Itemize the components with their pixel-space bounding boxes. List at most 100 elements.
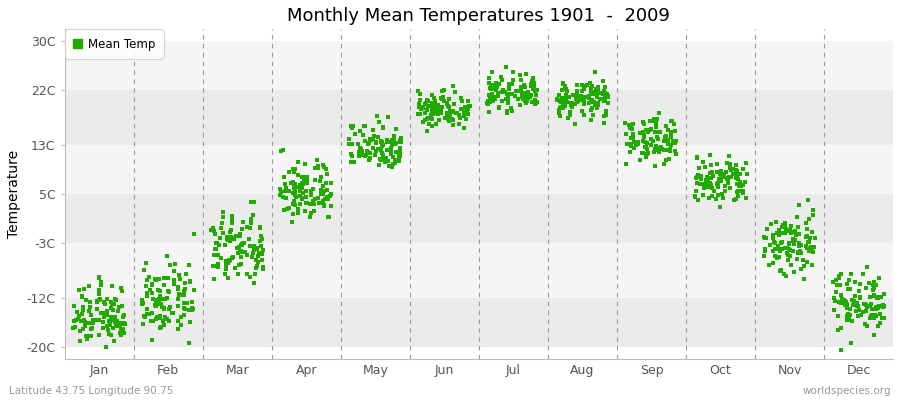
Point: [714, 178, 728, 184]
Point: [840, 300, 854, 307]
Point: [484, 86, 499, 92]
Point: [439, 111, 454, 118]
Point: [371, 146, 385, 152]
Point: [360, 148, 374, 154]
Point: [212, 252, 226, 258]
Point: [243, 242, 257, 249]
Point: [161, 275, 176, 281]
Point: [596, 91, 610, 98]
Point: [804, 244, 818, 250]
Point: [516, 94, 530, 100]
Point: [550, 96, 564, 102]
Point: [852, 281, 867, 287]
Point: [668, 140, 682, 146]
Point: [589, 69, 603, 76]
Point: [665, 118, 680, 124]
Point: [626, 134, 640, 141]
Point: [862, 280, 877, 286]
Point: [414, 106, 428, 112]
Point: [770, 230, 785, 236]
Point: [82, 320, 96, 327]
Point: [724, 165, 738, 172]
Point: [850, 312, 865, 319]
Point: [211, 263, 225, 270]
Point: [298, 208, 312, 214]
Point: [666, 138, 680, 144]
Point: [581, 92, 596, 99]
Point: [863, 302, 878, 309]
Point: [461, 104, 475, 110]
Point: [735, 182, 750, 188]
Point: [449, 110, 464, 116]
Point: [273, 186, 287, 192]
Point: [729, 196, 743, 202]
Point: [319, 180, 333, 186]
Point: [300, 174, 314, 180]
Point: [491, 93, 506, 100]
Point: [411, 100, 426, 107]
Point: [320, 187, 334, 194]
Point: [657, 161, 671, 168]
Point: [239, 224, 254, 231]
Point: [661, 126, 675, 133]
Point: [140, 292, 154, 299]
Point: [868, 304, 883, 310]
Point: [382, 163, 396, 169]
Point: [92, 291, 106, 298]
Point: [161, 318, 176, 324]
Point: [777, 271, 791, 277]
Point: [112, 323, 127, 329]
Point: [243, 274, 257, 280]
Point: [274, 189, 288, 196]
Point: [838, 298, 852, 304]
Point: [372, 162, 386, 168]
Point: [688, 193, 702, 199]
Point: [650, 134, 664, 140]
Point: [218, 241, 232, 248]
Point: [692, 165, 706, 171]
Point: [159, 253, 174, 260]
Point: [511, 88, 526, 94]
Point: [461, 105, 475, 112]
Point: [570, 92, 584, 98]
Point: [454, 106, 468, 112]
Point: [77, 319, 92, 325]
Point: [253, 224, 267, 230]
Point: [590, 104, 604, 111]
Point: [443, 108, 457, 114]
Point: [356, 122, 371, 129]
Point: [768, 246, 782, 252]
Point: [314, 200, 328, 206]
Point: [427, 109, 441, 115]
Point: [870, 294, 885, 301]
Point: [524, 80, 538, 87]
Point: [664, 129, 679, 135]
Point: [721, 180, 735, 187]
Point: [172, 292, 186, 298]
Point: [704, 162, 718, 168]
Point: [176, 300, 191, 306]
Point: [500, 91, 514, 98]
Point: [525, 80, 539, 87]
Point: [351, 141, 365, 147]
Point: [150, 287, 165, 294]
Point: [718, 169, 733, 176]
Point: [137, 267, 151, 273]
Point: [100, 323, 114, 329]
Point: [766, 232, 780, 238]
Point: [719, 176, 733, 182]
Point: [620, 141, 634, 148]
Point: [698, 182, 712, 189]
Point: [306, 186, 320, 192]
Point: [230, 244, 244, 251]
Point: [233, 248, 248, 255]
Point: [73, 328, 87, 334]
Point: [788, 240, 802, 247]
Point: [589, 89, 603, 96]
Point: [590, 86, 604, 92]
Point: [766, 248, 780, 254]
Point: [97, 299, 112, 305]
Point: [701, 184, 716, 190]
Point: [148, 276, 162, 282]
Point: [180, 300, 194, 307]
